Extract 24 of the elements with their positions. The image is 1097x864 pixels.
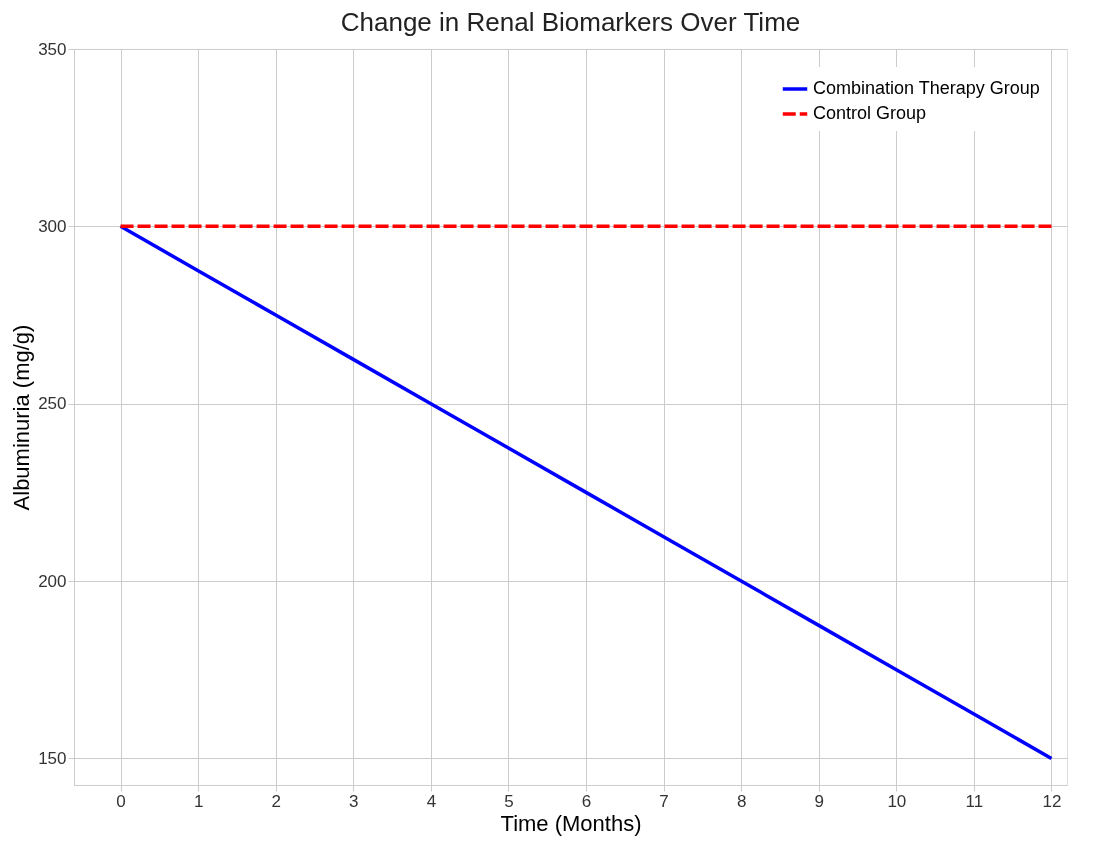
x-tick-label: 7 xyxy=(659,791,669,811)
x-tick-label: 5 xyxy=(504,791,514,811)
y-tick-label: 350 xyxy=(38,39,67,59)
x-tick-label: 1 xyxy=(193,791,204,811)
y-tick-label: 150 xyxy=(38,748,67,768)
x-tick-label: 10 xyxy=(887,791,907,811)
x-tick-label: 3 xyxy=(349,791,359,811)
x-tick-label: 12 xyxy=(1042,791,1062,811)
line-series xyxy=(118,224,1054,761)
y-tick-label: 250 xyxy=(38,394,67,414)
chart-title: Change in Renal Biomarkers Over Time xyxy=(340,7,801,37)
legend-label: Control Group xyxy=(813,103,927,123)
y-axis-title: Albuminuria (mg/g) xyxy=(9,324,35,511)
y-tick-label: 200 xyxy=(38,571,67,591)
x-tick-label: 4 xyxy=(426,791,437,811)
x-tick-label: 11 xyxy=(965,791,984,811)
x-tick-label: 8 xyxy=(736,791,747,811)
x-tick-label: 6 xyxy=(581,791,592,811)
x-tick-label: 9 xyxy=(814,791,824,811)
x-tick-label: 0 xyxy=(116,791,126,811)
x-axis-title: Time (Months) xyxy=(500,810,642,836)
x-tick-label: 2 xyxy=(271,791,281,811)
y-tick-label: 300 xyxy=(38,216,67,236)
legend-label: Combination Therapy Group xyxy=(813,78,1040,98)
